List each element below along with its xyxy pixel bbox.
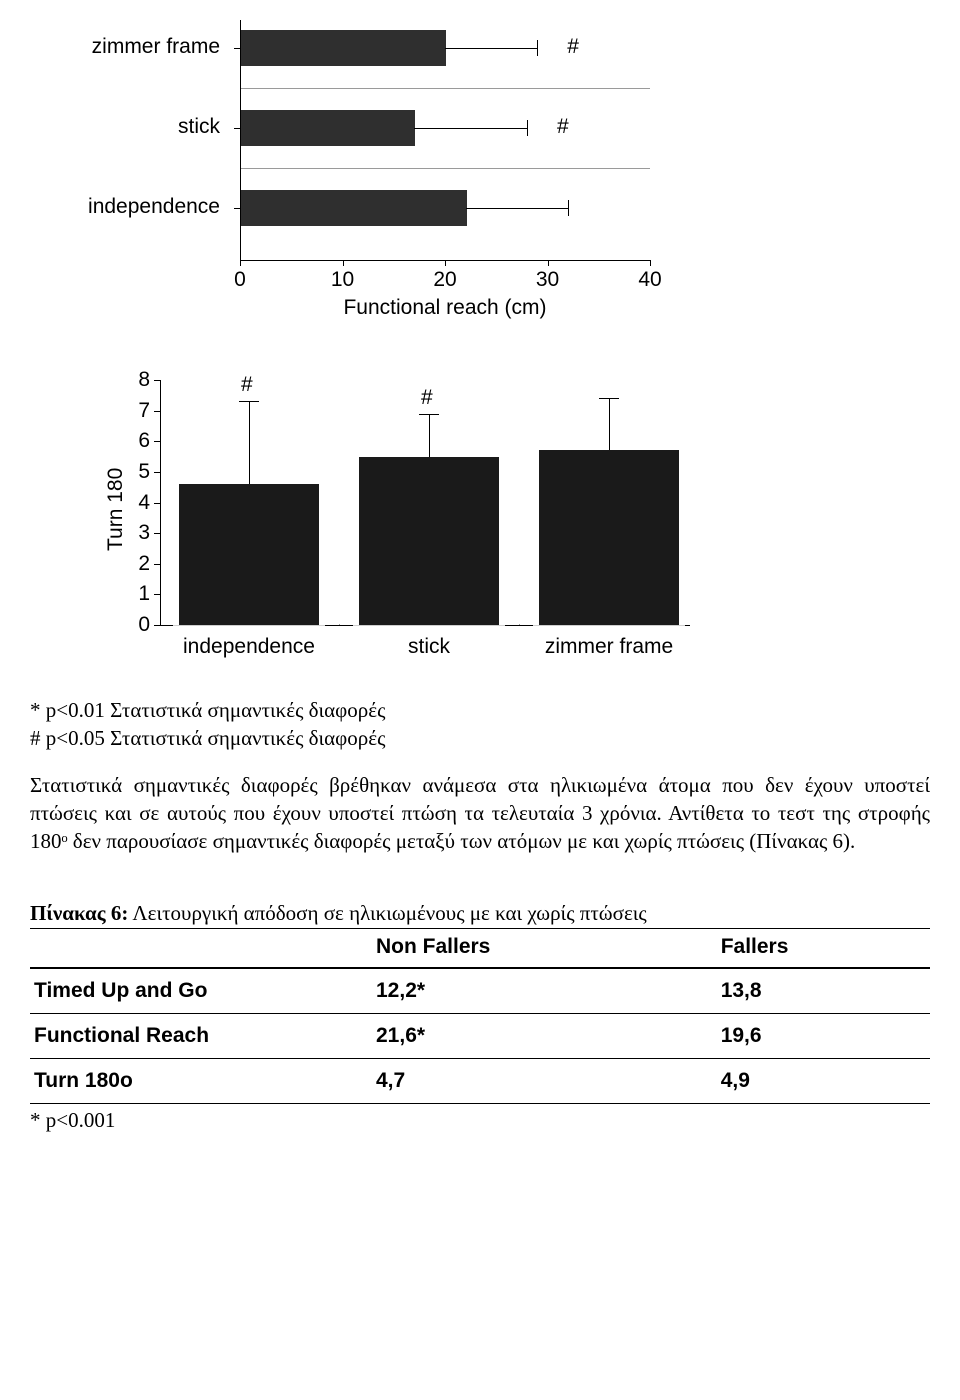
table-cell: Turn 180o bbox=[30, 1058, 372, 1103]
table-cell: 12,2* bbox=[372, 968, 717, 1014]
chart1-xlabel: Functional reach (cm) bbox=[240, 296, 650, 320]
chart2-ytick: 0 bbox=[120, 613, 150, 637]
table-cell: 13,8 bbox=[717, 968, 930, 1014]
chart1-category-label: zimmer frame bbox=[40, 35, 220, 59]
table-footnote: * p<0.001 bbox=[30, 1106, 930, 1134]
table-caption-rest: Λειτουργική απόδοση σε ηλικιωμένους με κ… bbox=[128, 901, 646, 925]
chart2-category-label: independence bbox=[159, 635, 339, 659]
chart1-xtick: 30 bbox=[528, 268, 568, 292]
chart1-category-label: stick bbox=[40, 115, 220, 139]
turn-180-chart: 012345678Turn 180#independence#stickzimm… bbox=[30, 380, 730, 690]
significance-marker: # bbox=[557, 115, 569, 139]
table-row: Timed Up and Go12,2*13,8 bbox=[30, 968, 930, 1014]
table-header bbox=[30, 929, 372, 968]
table-cell: Timed Up and Go bbox=[30, 968, 372, 1014]
chart2-bar bbox=[359, 457, 499, 625]
chart2-bar bbox=[179, 484, 319, 625]
chart2-ytick: 6 bbox=[120, 429, 150, 453]
table-row: Turn 180o4,74,9 bbox=[30, 1058, 930, 1103]
table-cell: 21,6* bbox=[372, 1013, 717, 1058]
chart1-bar bbox=[241, 30, 446, 66]
chart2-ytick: 7 bbox=[120, 399, 150, 423]
chart2-category-label: stick bbox=[339, 635, 519, 659]
chart1-xtick: 10 bbox=[323, 268, 363, 292]
table-cell: 19,6 bbox=[717, 1013, 930, 1058]
table-cell: 4,7 bbox=[372, 1058, 717, 1103]
body-paragraph: Στατιστικά σημαντικές διαφορές βρέθηκαν … bbox=[30, 771, 930, 856]
chart1-bar bbox=[241, 110, 415, 146]
table-header: Fallers bbox=[717, 929, 930, 968]
footnote-1: * p<0.01 Στατιστικά σημαντικές διαφορές bbox=[30, 696, 930, 724]
significance-marker: # bbox=[421, 386, 433, 410]
chart1-xtick: 20 bbox=[425, 268, 465, 292]
chart2-bar bbox=[539, 450, 679, 625]
chart2-ylabel: Turn 180 bbox=[104, 467, 128, 550]
table-row: Functional Reach21,6*19,6 bbox=[30, 1013, 930, 1058]
results-table: Non FallersFallersTimed Up and Go12,2*13… bbox=[30, 929, 930, 1104]
chart1-xtick: 40 bbox=[630, 268, 670, 292]
significance-marker: # bbox=[241, 373, 253, 397]
table-cell: 4,9 bbox=[717, 1058, 930, 1103]
chart1-xtick: 0 bbox=[220, 268, 260, 292]
chart2-ytick: 2 bbox=[120, 552, 150, 576]
chart2-category-label: zimmer frame bbox=[519, 635, 699, 659]
chart1-category-label: independence bbox=[40, 195, 220, 219]
footnote-2: # p<0.05 Στατιστικά σημαντικές διαφορές bbox=[30, 724, 930, 752]
table-caption: Πίνακας 6: Λειτουργική απόδοση σε ηλικιω… bbox=[30, 901, 930, 929]
chart2-ytick: 1 bbox=[120, 582, 150, 606]
chart1-bar bbox=[241, 190, 467, 226]
table-cell: Functional Reach bbox=[30, 1013, 372, 1058]
chart2-ytick: 8 bbox=[120, 368, 150, 392]
table-header: Non Fallers bbox=[372, 929, 717, 968]
functional-reach-chart: zimmer frame # stick # independence 0 10 20 30 40… bbox=[40, 20, 680, 320]
significance-marker: # bbox=[567, 35, 579, 59]
table-caption-bold: Πίνακας 6: bbox=[30, 901, 128, 925]
